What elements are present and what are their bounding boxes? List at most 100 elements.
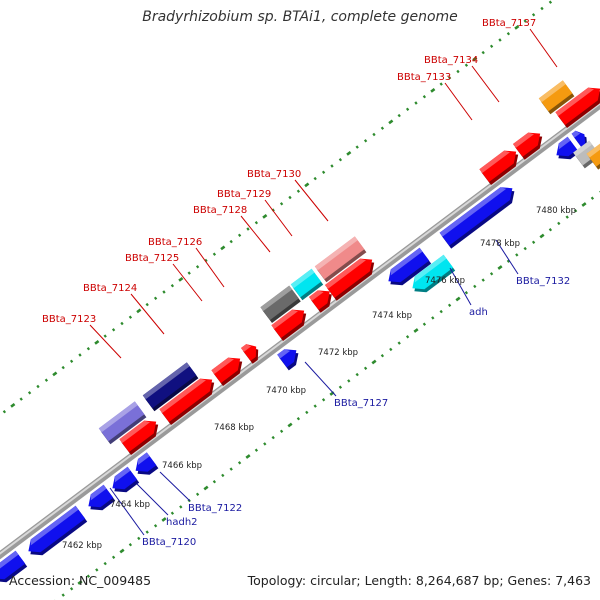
gene-feature-bevel	[290, 268, 315, 289]
scale-dot	[61, 593, 65, 597]
gene-feature-bevel	[573, 140, 593, 157]
gene-label-bottom: BBta_7120	[142, 537, 196, 548]
scale-dot	[472, 56, 478, 62]
scale-tick-label: 7466 kbp	[162, 461, 202, 471]
gene-feature-body	[388, 247, 430, 283]
gene-feature-body	[88, 484, 114, 508]
gene-label-top: BBta_7134	[424, 55, 478, 66]
scale-dot	[10, 403, 16, 408]
gene-feature	[98, 401, 147, 445]
scale-dot	[86, 574, 91, 578]
gene-feature-bevel	[314, 236, 358, 271]
scale-dot	[447, 303, 452, 308]
leader-line	[240, 215, 271, 253]
gene-feature	[586, 143, 600, 170]
scale-dot	[271, 435, 275, 440]
scale-dot	[388, 119, 394, 125]
scale-dot	[145, 530, 149, 534]
gene-feature-body	[119, 420, 157, 452]
scale-dot	[397, 113, 401, 118]
gene-label-top: BBta_7128	[193, 205, 247, 216]
scale-dot	[237, 233, 242, 238]
scale-dot	[498, 38, 502, 42]
genome-axis	[0, 100, 600, 560]
scale-tick-label: 7474 kbp	[372, 311, 412, 321]
scale-dot	[103, 334, 107, 338]
leader-line	[529, 28, 558, 68]
scale-dot	[548, 227, 553, 232]
scale-dot	[136, 308, 142, 314]
axis-highlight	[0, 102, 600, 555]
gene-feature-bevel	[90, 484, 107, 501]
scale-dot	[313, 176, 317, 181]
scale-dot	[254, 448, 259, 452]
scale-dot	[187, 271, 191, 275]
scale-dot	[2, 410, 7, 414]
scale-dot	[103, 561, 107, 566]
scale-dot	[161, 517, 167, 522]
scale-dot	[304, 182, 310, 188]
scale-dot	[305, 410, 309, 415]
scale-dot	[220, 245, 226, 251]
gene-feature	[211, 357, 243, 386]
genome-title: Bradyrhizobium sp. BTAi1, complete genom…	[142, 9, 458, 25]
gene-feature-body	[513, 132, 541, 157]
gene-feature	[277, 349, 299, 371]
gene-feature	[28, 505, 88, 556]
scale-tick-label: 7468 kbp	[214, 423, 254, 433]
gene-label-bottom: hadh2	[166, 517, 198, 528]
scale-dot	[313, 404, 317, 408]
gene-feature-bevel	[159, 378, 206, 414]
scale-dot	[372, 132, 376, 137]
gene-feature-body	[271, 309, 305, 338]
gene-label-bottom: BBta_7122	[188, 503, 242, 514]
scale-dot	[531, 240, 536, 245]
scale-dot	[262, 214, 268, 219]
scale-dot	[203, 485, 209, 491]
gene-feature-body	[112, 466, 138, 490]
scale-dot	[456, 69, 460, 74]
scale-tick-label: 7464 kbp	[110, 500, 150, 510]
gene-feature	[325, 258, 375, 301]
gene-feature-bevel	[241, 344, 252, 352]
scale-dot	[565, 215, 569, 219]
scale-dot	[69, 359, 74, 363]
gene-feature-body	[573, 140, 599, 166]
scale-dot	[137, 536, 141, 541]
gene-feature	[159, 378, 215, 425]
scale-dot	[531, 13, 536, 17]
leader-line	[449, 267, 472, 306]
scale-dot	[464, 290, 469, 295]
scale-tick-label: 7472 kbp	[318, 348, 358, 358]
gene-feature	[412, 254, 456, 293]
scale-dot	[455, 296, 461, 302]
scale-dot	[347, 379, 351, 383]
scale-dot	[321, 170, 326, 175]
scale-dot	[414, 101, 418, 105]
gene-feature	[555, 87, 600, 128]
scale-dot	[430, 88, 436, 93]
leader-line	[294, 179, 329, 222]
gene-feature-bevel	[558, 136, 571, 150]
gene-feature-body	[290, 268, 322, 298]
gene-feature-body	[314, 236, 365, 280]
scale-dot	[397, 341, 401, 345]
scale-dot	[380, 126, 385, 130]
scale-dot	[422, 322, 427, 326]
scale-dot	[413, 328, 419, 333]
leader-line	[159, 471, 191, 502]
gene-feature-bevel	[325, 258, 366, 289]
gene-feature	[88, 484, 116, 511]
leader-line	[471, 65, 500, 103]
gene-feature-body	[479, 150, 517, 182]
gene-feature	[513, 132, 543, 160]
scale-dot	[212, 252, 217, 256]
label-leaders	[89, 28, 558, 536]
scale-dot	[447, 76, 452, 80]
scale-dot	[514, 25, 520, 30]
scale-dot	[153, 524, 158, 528]
gene-features	[0, 80, 600, 583]
gene-feature-bevel	[439, 187, 507, 237]
scale-dot	[145, 302, 149, 307]
